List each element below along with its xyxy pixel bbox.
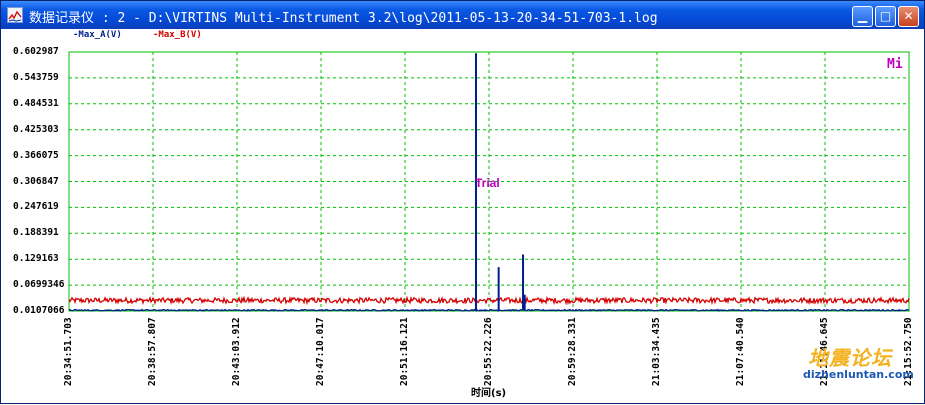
watermark-logo-text: 地震论坛 bbox=[808, 346, 892, 370]
minimize-icon: ▁ bbox=[857, 9, 868, 23]
watermark-site: dizhenluntan.com bbox=[803, 368, 914, 381]
y-tick-label: 0.543759 bbox=[13, 71, 59, 83]
y-tick-label: 0.247619 bbox=[13, 201, 59, 213]
maximize-icon: □ bbox=[879, 9, 892, 23]
close-button[interactable]: ✕ bbox=[898, 6, 919, 27]
corner-label: Mi bbox=[887, 57, 903, 72]
series-max-b-line bbox=[68, 295, 910, 306]
y-tick-label: 0.484531 bbox=[13, 97, 59, 109]
y-tick-label: 0.366075 bbox=[13, 149, 59, 161]
y-tick-label: 0.188391 bbox=[13, 227, 59, 239]
data-logger-icon bbox=[7, 7, 23, 23]
close-icon: ✕ bbox=[903, 9, 914, 23]
title-bar[interactable]: 数据记录仪 : 2 - D:\VIRTINS Multi-Instrument … bbox=[1, 1, 924, 29]
x-axis-label: 时间(s) bbox=[471, 388, 507, 399]
y-tick-label: 0.602987 bbox=[13, 46, 59, 57]
y-tick-label: 0.0107066 bbox=[13, 305, 65, 316]
y-tick-label: 0.306847 bbox=[13, 175, 59, 187]
minimize-button[interactable]: ▁ bbox=[852, 6, 873, 27]
legend-series-a: -Max_A(V) bbox=[73, 30, 122, 40]
series-max-a-line bbox=[68, 308, 910, 312]
trial-watermark-text: Trial bbox=[475, 176, 500, 190]
y-tick-label: 0.0699346 bbox=[13, 279, 65, 291]
maximize-button[interactable]: □ bbox=[875, 6, 896, 27]
window-title: 数据记录仪 : 2 - D:\VIRTINS Multi-Instrument … bbox=[29, 11, 658, 26]
legend-series-b: -Max_B(V) bbox=[153, 30, 202, 40]
y-tick-label: 0.129163 bbox=[13, 253, 59, 265]
y-tick-label: 0.425303 bbox=[13, 123, 59, 135]
